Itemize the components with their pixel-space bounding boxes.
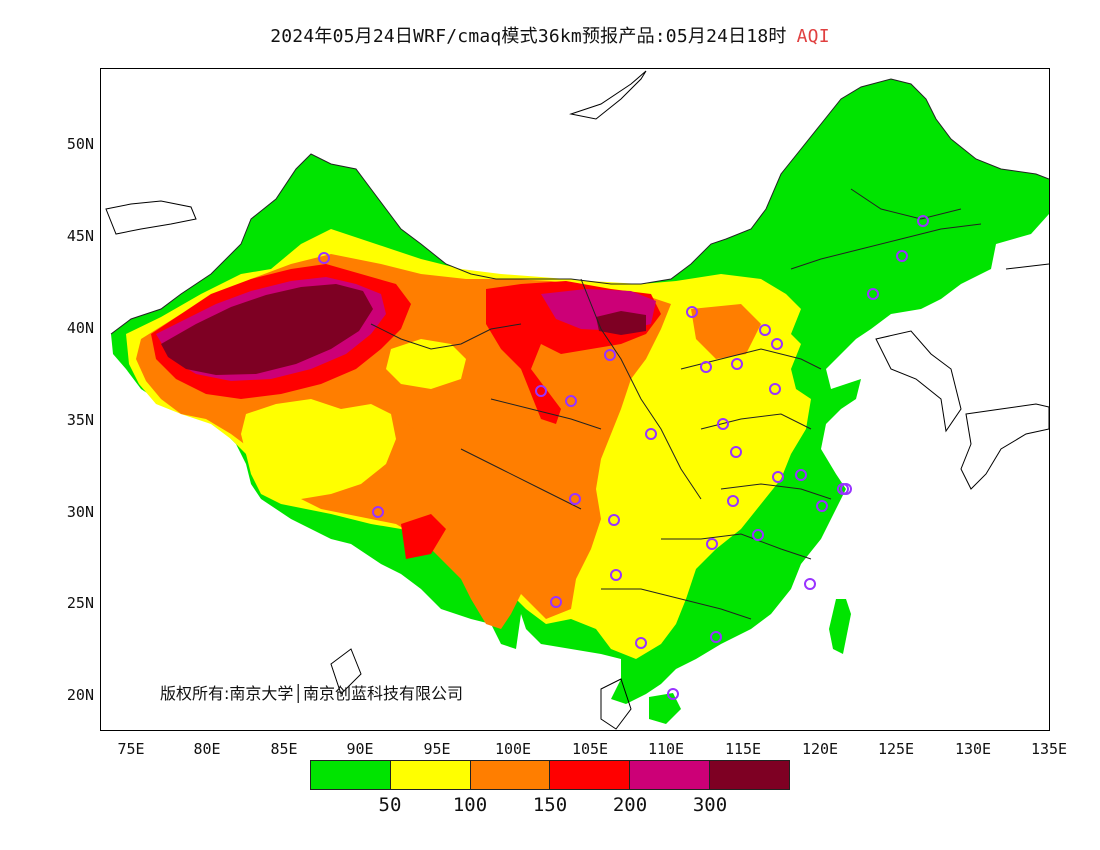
lon-label-115e: 115E: [724, 740, 762, 758]
city-marker-hohhot: [686, 306, 698, 318]
lon-label-100e: 100E: [494, 740, 532, 758]
city-marker-hangzhou: [816, 500, 828, 512]
lon-label-110e: 110E: [647, 740, 685, 758]
city-marker-changsha: [706, 538, 718, 550]
city-marker-urumqi: [318, 252, 330, 264]
taiwan-island: [829, 599, 851, 654]
city-marker-chongqing: [608, 514, 620, 526]
lat-label-20n: 20N: [66, 686, 94, 704]
city-marker-shijiazhuang: [731, 358, 743, 370]
lon-label-135e: 135E: [1030, 740, 1068, 758]
legend-swatch-unhealthy: [550, 761, 631, 789]
city-marker-yinchuan: [604, 349, 616, 361]
city-marker-changchun: [896, 250, 908, 262]
aqi-legend-bar: [310, 760, 790, 790]
city-marker-harbin: [917, 215, 929, 227]
city-marker-beijing: [759, 324, 771, 336]
region-hazardous-west: [161, 284, 373, 375]
lon-label-130e: 130E: [954, 740, 992, 758]
legend-tick-200: 200: [612, 794, 648, 816]
foreign-outlines: [105, 70, 1049, 730]
city-markers: [318, 215, 929, 700]
lat-label-30n: 30N: [66, 503, 94, 521]
map-title: 2024年05月24日WRF/cmaq模式36km预报产品:05月24日18时 A…: [0, 22, 1100, 48]
region-hazardous-gansu: [596, 311, 646, 335]
lon-label-75e: 75E: [117, 740, 145, 758]
city-marker-jinan: [769, 383, 781, 395]
legend-swatch-moderate: [390, 761, 471, 789]
city-marker-fuzhou: [804, 578, 816, 590]
lat-label-50n: 50N: [66, 135, 94, 153]
city-marker-xuzhou: [730, 446, 742, 458]
city-marker-chengdu: [569, 493, 581, 505]
city-marker-hefei: [795, 469, 807, 481]
lat-label-25n: 25N: [66, 594, 94, 612]
aqi-map: [105, 70, 1049, 730]
city-marker-lhasa: [372, 506, 384, 518]
legend-tick-100: 100: [452, 794, 488, 816]
region-moderate-central: [386, 339, 466, 389]
title-variable: AQI: [796, 26, 830, 47]
city-marker-taiyuan: [700, 361, 712, 373]
city-marker-xining: [565, 395, 577, 407]
legend-swatch-usg: [470, 761, 551, 789]
lon-label-105e: 105E: [571, 740, 609, 758]
title-main: 2024年05月24日WRF/cmaq模式36km预报产品:05月24日18时: [270, 26, 787, 47]
province-boundaries: [110, 78, 1049, 620]
lon-label-80e: 80E: [193, 740, 221, 758]
legend-tick-150: 150: [532, 794, 568, 816]
city-marker-wuhan: [727, 495, 739, 507]
copyright-text: 版权所有:南京大学│南京创蓝科技有限公司: [160, 684, 464, 703]
legend-swatch-very-unhealthy: [630, 761, 711, 789]
legend-swatch-good: [311, 761, 391, 789]
lon-label-90e: 90E: [346, 740, 374, 758]
lon-label-85e: 85E: [270, 740, 298, 758]
lat-label-40n: 40N: [66, 319, 94, 337]
legend-tick-300: 300: [692, 794, 728, 816]
lon-label-95e: 95E: [423, 740, 451, 758]
city-marker-tianjin: [771, 338, 783, 350]
region-moderate-tibet: [241, 399, 396, 499]
region-unhealthy-south: [401, 514, 446, 559]
legend-swatch-hazardous: [710, 761, 789, 789]
city-marker-nanning: [635, 637, 647, 649]
city-marker-taipei: [837, 483, 849, 495]
city-marker-nanjing: [772, 471, 784, 483]
city-marker-kunming: [550, 596, 562, 608]
city-marker-lanzhou: [535, 385, 547, 397]
city-marker-shenyang: [867, 288, 879, 300]
region-usg-patch-2: [691, 304, 761, 359]
lon-label-120e: 120E: [801, 740, 839, 758]
city-marker-guiyang: [610, 569, 622, 581]
city-marker-nanchang: [752, 529, 764, 541]
map-frame: [100, 68, 1050, 731]
lon-label-125e: 125E: [877, 740, 915, 758]
lat-label-35n: 35N: [66, 411, 94, 429]
city-marker-zhengzhou: [717, 418, 729, 430]
city-marker-xian: [645, 428, 657, 440]
city-marker-haikou: [667, 688, 679, 700]
hainan-island: [649, 693, 681, 724]
lat-label-45n: 45N: [66, 227, 94, 245]
city-marker-guangzhou: [710, 631, 722, 643]
legend-tick-50: 50: [378, 794, 402, 816]
